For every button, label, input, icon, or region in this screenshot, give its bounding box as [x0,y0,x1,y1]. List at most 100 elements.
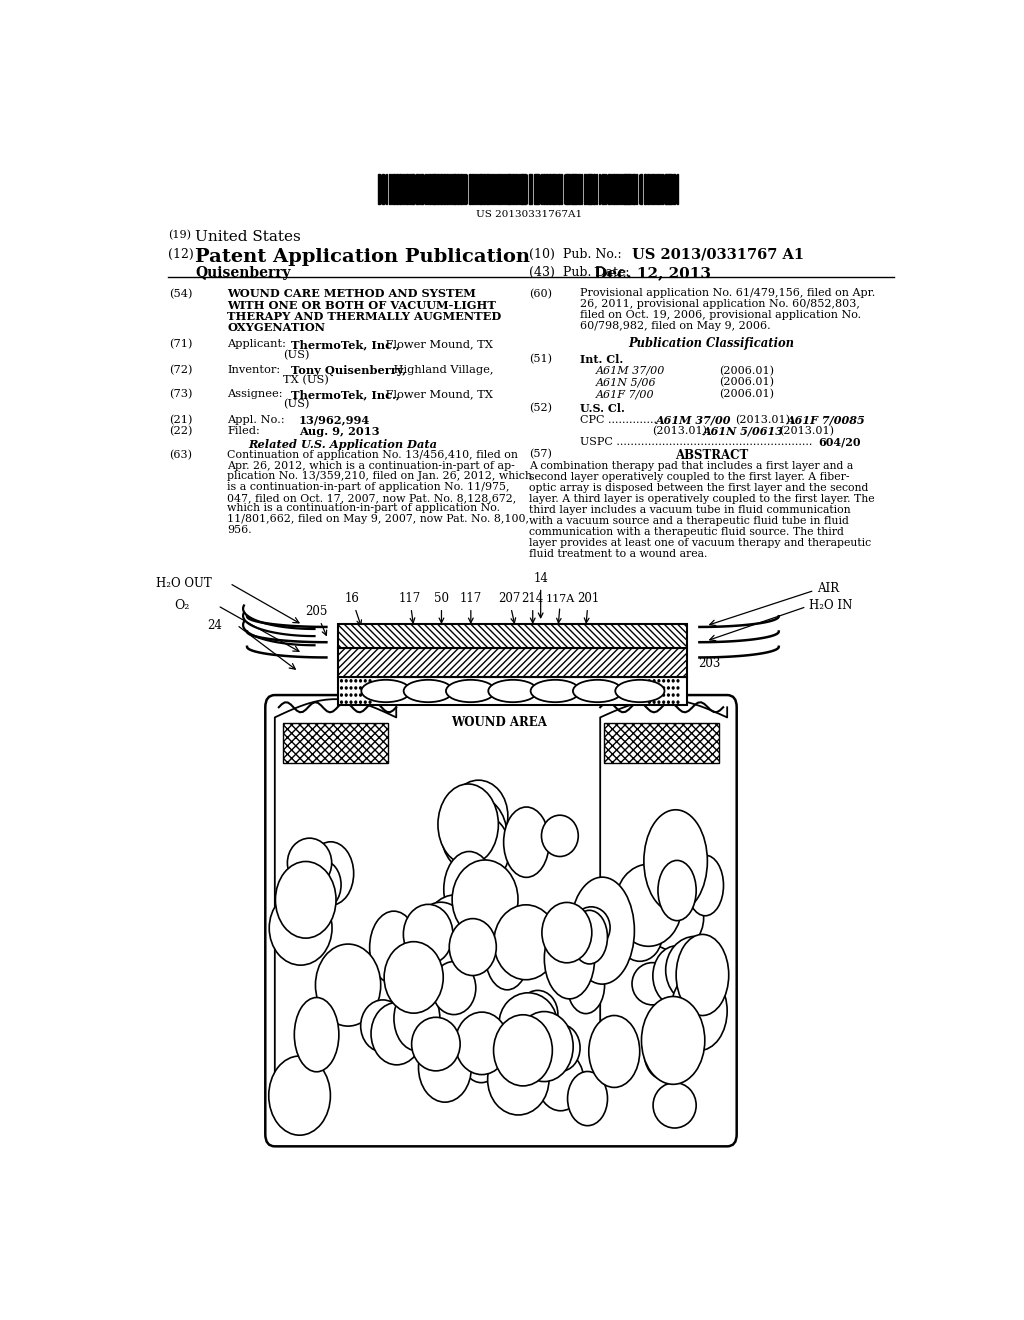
Text: Highland Village,: Highland Village, [390,364,494,375]
Ellipse shape [359,686,362,690]
Text: TX (US): TX (US) [283,375,329,385]
Ellipse shape [345,701,348,704]
Bar [425,174,426,205]
Text: 11/801,662, filed on May 9, 2007, now Pat. No. 8,100,: 11/801,662, filed on May 9, 2007, now Pa… [227,515,529,524]
Bar [604,174,606,205]
Bar [421,174,423,205]
Text: Dec. 12, 2013: Dec. 12, 2013 [594,267,712,280]
Ellipse shape [671,972,727,1051]
Bar [650,174,651,205]
Ellipse shape [677,678,680,682]
Bar [440,174,442,205]
Ellipse shape [359,678,362,682]
Text: Inventor:: Inventor: [227,364,281,375]
Bar [522,174,524,205]
Text: 119: 119 [377,645,399,686]
Ellipse shape [515,1011,573,1081]
Bar [475,174,476,205]
Text: A61F 7/0085: A61F 7/0085 [786,414,865,425]
Ellipse shape [349,693,352,697]
Bar [656,174,659,205]
Ellipse shape [570,878,635,985]
Ellipse shape [572,907,610,948]
Ellipse shape [488,680,538,702]
Text: A61N 5/0613: A61N 5/0613 [703,426,784,437]
Ellipse shape [677,693,680,697]
Polygon shape [274,700,396,1114]
Ellipse shape [663,693,666,697]
Text: (54): (54) [169,289,193,298]
Bar [594,174,595,205]
Ellipse shape [275,862,336,939]
Ellipse shape [364,686,367,690]
Ellipse shape [542,1024,580,1072]
Text: 203: 203 [697,657,720,671]
Bar [528,174,529,205]
Ellipse shape [657,693,660,697]
Ellipse shape [641,997,705,1084]
Text: filed on Oct. 19, 2006, provisional application No.: filed on Oct. 19, 2006, provisional appl… [581,310,861,319]
Bar [401,174,403,205]
Text: (22): (22) [169,426,193,436]
Ellipse shape [567,1072,607,1126]
Text: Applicant:: Applicant: [227,339,286,350]
Text: 214: 214 [521,591,544,623]
Text: 60/798,982, filed on May 9, 2006.: 60/798,982, filed on May 9, 2006. [581,321,771,330]
Text: (73): (73) [169,389,193,400]
Ellipse shape [340,678,343,682]
Ellipse shape [652,701,655,704]
Text: USPC ........................................................: USPC ...................................… [581,437,813,447]
Text: 604/20: 604/20 [818,437,861,447]
Ellipse shape [454,814,510,883]
Text: (51): (51) [528,354,552,364]
Text: second layer operatively coupled to the first layer. A fiber-: second layer operatively coupled to the … [528,473,849,482]
Ellipse shape [632,962,673,1005]
Text: ThermoTek, Inc.,: ThermoTek, Inc., [291,389,399,400]
Ellipse shape [672,686,675,690]
Ellipse shape [542,903,592,962]
Bar [581,174,583,205]
Bar [659,174,662,205]
Ellipse shape [615,865,682,946]
Ellipse shape [359,701,362,704]
Bar [472,174,473,205]
Ellipse shape [432,961,476,1015]
Ellipse shape [446,680,496,702]
Bar [410,174,411,205]
Ellipse shape [642,849,686,902]
Ellipse shape [617,907,663,961]
Bar [489,174,490,205]
Bar [508,174,509,205]
Ellipse shape [494,904,558,979]
Bar [591,174,593,205]
Ellipse shape [666,936,724,1003]
Text: Filed:: Filed: [227,426,260,436]
Text: (US): (US) [283,399,309,409]
Text: CPC ..............: CPC .............. [581,414,657,425]
Bar [437,174,439,205]
Ellipse shape [403,904,453,965]
Bar [399,174,401,205]
Text: (43)  Pub. Date:: (43) Pub. Date: [528,267,630,279]
Text: Provisional application No. 61/479,156, filed on Apr.: Provisional application No. 61/479,156, … [581,289,876,298]
Text: 50: 50 [434,591,449,623]
Text: 117: 117 [398,591,421,623]
Text: A combination therapy pad that includes a first layer and a: A combination therapy pad that includes … [528,461,853,471]
Bar [403,174,404,205]
Text: (57): (57) [528,449,552,459]
Bar [587,174,589,205]
Bar [283,722,388,763]
Text: 26, 2011, provisional application No. 60/852,803,: 26, 2011, provisional application No. 60… [581,300,860,309]
Text: plication No. 13/359,210, filed on Jan. 26, 2012, which: plication No. 13/359,210, filed on Jan. … [227,471,532,482]
Bar [634,174,635,205]
Ellipse shape [361,680,411,702]
Bar [338,677,687,705]
Bar [498,174,500,205]
Ellipse shape [288,838,332,887]
Text: 207: 207 [498,591,520,623]
Bar [454,174,456,205]
Ellipse shape [354,686,357,690]
Bar [519,174,522,205]
Text: ThermoTek, Inc.,: ThermoTek, Inc., [291,339,399,350]
Text: A61M 37/00: A61M 37/00 [655,414,731,425]
